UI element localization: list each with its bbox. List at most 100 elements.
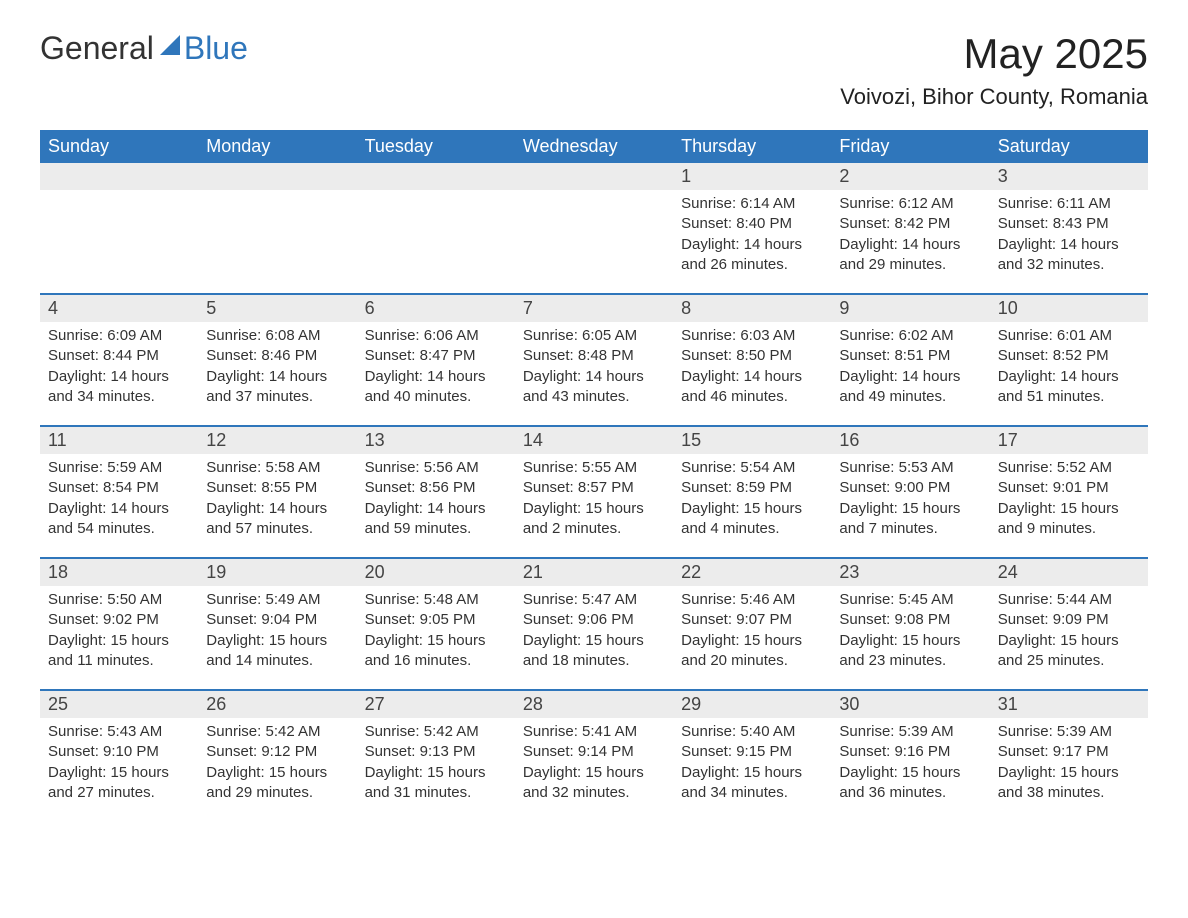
logo-text-blue: Blue <box>184 30 248 67</box>
week-body: Sunrise: 5:50 AMSunset: 9:02 PM Daylight:… <box>40 586 1148 689</box>
sunset-prefix: Sunset: <box>681 611 736 628</box>
sunrise-line: Sunrise: 5:50 AM <box>48 590 190 610</box>
sunrise-line: Sunrise: 5:56 AM <box>365 458 507 478</box>
date-number: 6 <box>357 295 515 322</box>
daylight-prefix: Daylight: <box>998 368 1061 385</box>
sunset-line: Sunset: 9:07 PM <box>681 610 823 630</box>
date-number: 23 <box>831 559 989 586</box>
sunrise-prefix: Sunrise: <box>48 723 107 740</box>
daylight-line: Daylight: 14 hours and 40 minutes. <box>365 367 507 408</box>
date-number: 5 <box>198 295 356 322</box>
daylight-prefix: Daylight: <box>48 764 111 781</box>
sunset-value: 9:08 PM <box>894 611 950 628</box>
day-cell: Sunrise: 6:05 AMSunset: 8:48 PMDaylight:… <box>515 322 673 425</box>
sunrise-prefix: Sunrise: <box>206 591 265 608</box>
sunrise-prefix: Sunrise: <box>48 591 107 608</box>
day-cell: Sunrise: 5:55 AMSunset: 8:57 PMDaylight:… <box>515 454 673 557</box>
sunrise-prefix: Sunrise: <box>365 723 424 740</box>
sunset-value: 9:05 PM <box>420 611 476 628</box>
day-cell: Sunrise: 5:59 AMSunset: 8:54 PMDaylight:… <box>40 454 198 557</box>
sunrise-prefix: Sunrise: <box>681 327 740 344</box>
sunset-value: 8:48 PM <box>578 347 634 364</box>
sunset-value: 8:44 PM <box>103 347 159 364</box>
daylight-prefix: Daylight: <box>523 368 586 385</box>
daylight-prefix: Daylight: <box>998 764 1061 781</box>
daylight-prefix: Daylight: <box>681 764 744 781</box>
daylight-prefix: Daylight: <box>365 500 428 517</box>
day-cell: Sunrise: 6:03 AMSunset: 8:50 PMDaylight:… <box>673 322 831 425</box>
sunset-value: 8:51 PM <box>894 347 950 364</box>
sunset-prefix: Sunset: <box>206 347 261 364</box>
sunset-line: Sunset: 8:56 PM <box>365 478 507 498</box>
date-number: 1 <box>673 163 831 190</box>
daylight-line: Daylight: 15 hours and 20 minutes. <box>681 631 823 672</box>
sunrise-line: Sunrise: 5:54 AM <box>681 458 823 478</box>
sunrise-prefix: Sunrise: <box>681 723 740 740</box>
day-cell: Sunrise: 6:09 AMSunset: 8:44 PMDaylight:… <box>40 322 198 425</box>
date-strip: 25262728293031 <box>40 689 1148 718</box>
sunrise-prefix: Sunrise: <box>206 327 265 344</box>
day-header-sunday: Sunday <box>40 130 198 163</box>
date-number: 16 <box>831 427 989 454</box>
sunset-value: 9:12 PM <box>261 743 317 760</box>
sunset-line: Sunset: 8:55 PM <box>206 478 348 498</box>
daylight-prefix: Daylight: <box>206 500 269 517</box>
daylight-line: Daylight: 15 hours and 23 minutes. <box>839 631 981 672</box>
sunset-value: 8:57 PM <box>578 479 634 496</box>
sunrise-prefix: Sunrise: <box>523 723 582 740</box>
daylight-line: Daylight: 14 hours and 54 minutes. <box>48 499 190 540</box>
sunrise-value: 5:49 AM <box>265 591 320 608</box>
sunset-prefix: Sunset: <box>365 347 420 364</box>
date-number: 20 <box>357 559 515 586</box>
day-cell: Sunrise: 5:42 AMSunset: 9:12 PMDaylight:… <box>198 718 356 821</box>
day-cell: Sunrise: 5:52 AMSunset: 9:01 PMDaylight:… <box>990 454 1148 557</box>
sunrise-value: 5:45 AM <box>899 591 954 608</box>
sunrise-prefix: Sunrise: <box>523 327 582 344</box>
daylight-prefix: Daylight: <box>206 764 269 781</box>
sunset-line: Sunset: 8:57 PM <box>523 478 665 498</box>
sunset-prefix: Sunset: <box>206 611 261 628</box>
sunset-line: Sunset: 9:02 PM <box>48 610 190 630</box>
sunrise-value: 5:53 AM <box>899 459 954 476</box>
daylight-prefix: Daylight: <box>365 632 428 649</box>
sunset-value: 9:16 PM <box>894 743 950 760</box>
sunrise-value: 6:12 AM <box>899 195 954 212</box>
day-cell: Sunrise: 5:45 AMSunset: 9:08 PMDaylight:… <box>831 586 989 689</box>
sunset-value: 8:50 PM <box>736 347 792 364</box>
sunset-prefix: Sunset: <box>365 611 420 628</box>
sunrise-line: Sunrise: 5:47 AM <box>523 590 665 610</box>
daylight-prefix: Daylight: <box>523 500 586 517</box>
daylight-prefix: Daylight: <box>998 500 1061 517</box>
daylight-line: Daylight: 14 hours and 57 minutes. <box>206 499 348 540</box>
daylight-line: Daylight: 15 hours and 38 minutes. <box>998 763 1140 804</box>
sunrise-value: 5:42 AM <box>424 723 479 740</box>
sunset-value: 8:52 PM <box>1053 347 1109 364</box>
sunrise-value: 5:47 AM <box>582 591 637 608</box>
sunrise-value: 5:42 AM <box>265 723 320 740</box>
daylight-line: Daylight: 14 hours and 34 minutes. <box>48 367 190 408</box>
sunrise-value: 5:39 AM <box>1057 723 1112 740</box>
sunrise-prefix: Sunrise: <box>206 459 265 476</box>
daylight-prefix: Daylight: <box>839 632 902 649</box>
sunset-value: 9:17 PM <box>1053 743 1109 760</box>
day-cell: Sunrise: 5:47 AMSunset: 9:06 PMDaylight:… <box>515 586 673 689</box>
sunset-line: Sunset: 8:42 PM <box>839 214 981 234</box>
daylight-line: Daylight: 14 hours and 46 minutes. <box>681 367 823 408</box>
sunset-value: 9:06 PM <box>578 611 634 628</box>
sunset-value: 8:43 PM <box>1053 215 1109 232</box>
sunrise-value: 5:52 AM <box>1057 459 1112 476</box>
sunset-value: 9:10 PM <box>103 743 159 760</box>
day-cell: Sunrise: 5:40 AMSunset: 9:15 PMDaylight:… <box>673 718 831 821</box>
day-cell: Sunrise: 6:11 AMSunset: 8:43 PMDaylight:… <box>990 190 1148 293</box>
sunrise-line: Sunrise: 6:12 AM <box>839 194 981 214</box>
day-cell: Sunrise: 5:58 AMSunset: 8:55 PMDaylight:… <box>198 454 356 557</box>
sunset-line: Sunset: 8:54 PM <box>48 478 190 498</box>
sunrise-prefix: Sunrise: <box>681 591 740 608</box>
sunrise-value: 5:40 AM <box>740 723 795 740</box>
sunrise-line: Sunrise: 5:43 AM <box>48 722 190 742</box>
sunrise-value: 5:54 AM <box>740 459 795 476</box>
day-cell: Sunrise: 6:02 AMSunset: 8:51 PMDaylight:… <box>831 322 989 425</box>
date-number: 4 <box>40 295 198 322</box>
sunrise-value: 5:59 AM <box>107 459 162 476</box>
day-cell: Sunrise: 5:41 AMSunset: 9:14 PMDaylight:… <box>515 718 673 821</box>
